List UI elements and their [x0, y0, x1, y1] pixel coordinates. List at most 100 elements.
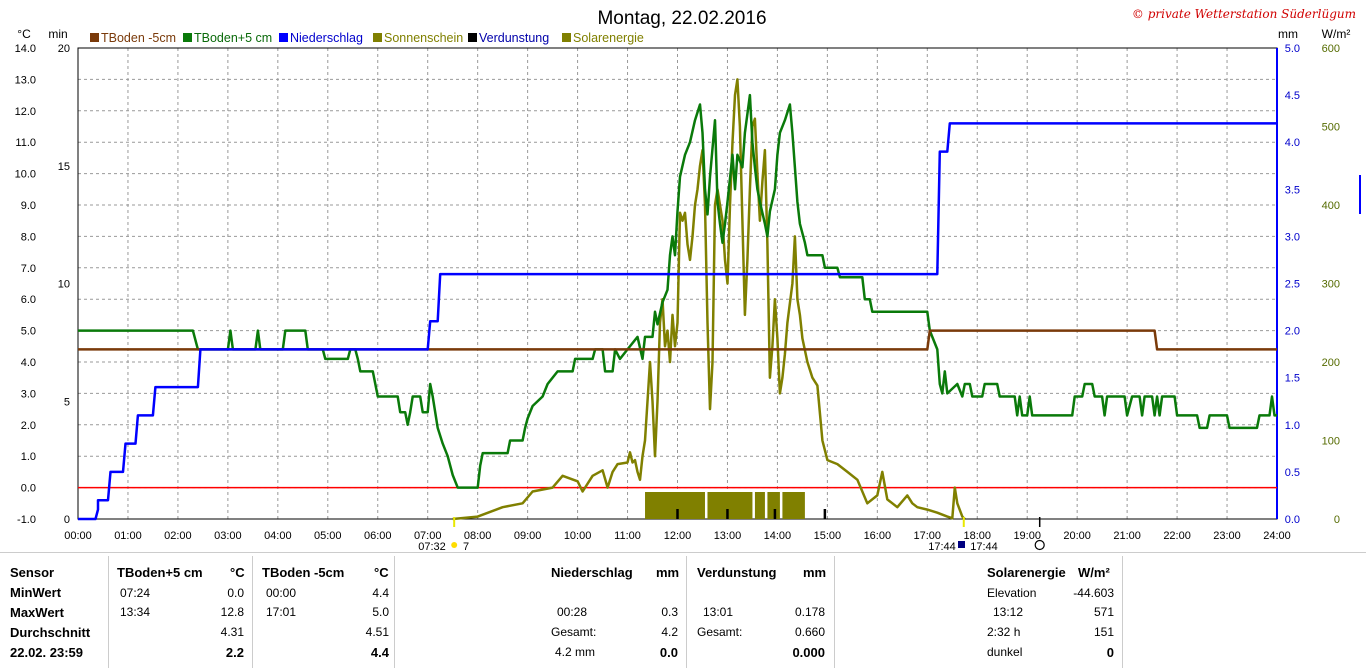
x-tick-label: 08:00: [464, 530, 492, 542]
date-time-label: 22.02. 23:59: [10, 645, 84, 660]
tbm5-current: 4.4: [370, 645, 389, 660]
sunset-moon-icon: [958, 541, 965, 548]
tboden-minus5-line: [78, 329, 1277, 351]
y-temp-tick-label: 2.0: [21, 420, 36, 432]
x-tick-label: 18:00: [963, 530, 991, 542]
y-mm-tick-label: 4.0: [1285, 137, 1300, 149]
copyright-text: © private Wetterstation Süderlügum: [1132, 7, 1356, 21]
sunshine-bar: [754, 492, 765, 519]
sunrise-sun-icon: [451, 542, 458, 548]
y-mm-tick-label: 1.5: [1285, 373, 1300, 385]
tb5-current: 2.2: [225, 645, 244, 660]
x-tick-label: 13:00: [714, 530, 742, 542]
x-tick-label: 06:00: [364, 530, 392, 542]
x-tick-label: 04:00: [264, 530, 292, 542]
maxwert-label: MaxWert: [10, 605, 64, 620]
tb5-max-time: 13:34: [120, 605, 151, 619]
y-temp-tick-label: 12.0: [15, 106, 36, 118]
solar-unit: W/m²: [1078, 565, 1110, 580]
tb5-unit: °C: [230, 565, 245, 580]
left-unit-degc: °C: [17, 27, 31, 41]
nied-current-val: 0.0: [659, 645, 678, 660]
chart-title: Montag, 22.02.2016: [597, 8, 766, 29]
verd-current-val: 0.000: [792, 645, 825, 660]
series-group: [78, 78, 1277, 521]
tbm5-max-time: 17:01: [266, 605, 297, 619]
x-tick-label: 20:00: [1063, 530, 1091, 542]
nied-max-time: 00:28: [557, 605, 588, 619]
verd-gesamt-val: 0.660: [794, 625, 825, 639]
verd-max-val: 0.178: [794, 605, 825, 619]
x-tick-label: 14:00: [764, 530, 792, 542]
verd-gesamt-label: Gesamt:: [697, 625, 743, 639]
legend: TBoden -5cm TBoden+5 cm Niederschlag Sonnen…: [90, 31, 644, 45]
y-min-tick-label: 15: [58, 161, 70, 173]
y-temp-tick-label: 9.0: [21, 200, 36, 212]
y-mm-tick-label: 1.0: [1285, 420, 1300, 432]
sunset-label: 17:44: [928, 541, 956, 552]
x-tick-label: 10:00: [564, 530, 592, 542]
y-wm2-tick-label: 0: [1334, 514, 1340, 526]
y-temp-tick-label: 6.0: [21, 294, 36, 306]
y-wm2-tick-label: 500: [1322, 122, 1340, 134]
x-tick-label: 03:00: [214, 530, 242, 542]
x-tick-label: 01:00: [114, 530, 142, 542]
tb5-min-time: 07:24: [120, 586, 151, 600]
y-mm-tick-label: 4.5: [1285, 90, 1300, 102]
x-tick-label: 02:00: [164, 530, 192, 542]
x-tick-label: 05:00: [314, 530, 342, 542]
tbm5-min-val: 4.4: [372, 586, 389, 600]
nied-gesamt-label: Gesamt:: [551, 625, 597, 639]
x-tick-label: 16:00: [864, 530, 892, 542]
x-tick-label: 23:00: [1213, 530, 1241, 542]
x-tick-label: 00:00: [64, 530, 92, 542]
nied-unit: mm: [656, 565, 680, 580]
y-temp-tick-label: 5.0: [21, 326, 36, 338]
y-min-tick-label: 10: [58, 279, 70, 291]
x-tick-label: 22:00: [1163, 530, 1191, 542]
legend-swatch-0: [90, 33, 99, 42]
legend-label-0: TBoden -5cm: [101, 31, 176, 45]
sunrise-label: 07:32: [418, 541, 446, 552]
tbm5-min-time: 00:00: [266, 586, 297, 600]
y-wm2-tick-label: 100: [1322, 436, 1340, 448]
legend-swatch-4: [468, 33, 477, 42]
x-tick-label: 11:00: [614, 530, 641, 542]
legend-swatch-5: [562, 33, 571, 42]
y-mm-tick-label: 0.0: [1285, 514, 1300, 526]
moon-icon: [1034, 539, 1045, 551]
elevation-val: -44.603: [1073, 586, 1114, 600]
legend-swatch-3: [373, 33, 382, 42]
y-wm2-tick-label: 200: [1322, 357, 1340, 369]
verd-header: Verdunstung: [697, 565, 777, 580]
y-temp-tick-label: 13.0: [15, 74, 36, 86]
x-tick-label: 19:00: [1013, 530, 1041, 542]
verd-unit: mm: [803, 565, 827, 580]
tb5-header: TBoden+5 cm: [117, 565, 203, 580]
x-tick-label: 12:00: [664, 530, 692, 542]
solarenergie-line: [452, 78, 966, 521]
x-tick-label: 09:00: [514, 530, 542, 542]
sensor-header: Sensor: [10, 565, 55, 580]
sun-markers: 07:32 7 17:44 17:44: [418, 175, 1361, 552]
tbm5-header: TBoden -5cm: [262, 565, 345, 580]
solar-avg-val: 151: [1093, 625, 1114, 639]
y-mm-tick-label: 0.5: [1285, 467, 1300, 479]
nied-max-val: 0.3: [661, 605, 678, 619]
sunshine-bar: [782, 492, 805, 519]
x-tick-label: 21:00: [1113, 530, 1141, 542]
sunshine-bar: [707, 492, 753, 519]
y-temp-tick-label: 1.0: [21, 451, 36, 463]
sunrise-extra-label: 7: [463, 541, 469, 552]
dunkel-val: 0: [1106, 645, 1114, 660]
left-unit-min: min: [48, 27, 67, 41]
durchschnitt-label: Durchschnitt: [10, 625, 91, 640]
legend-swatch-2: [279, 33, 288, 42]
y-mm-tick-label: 5.0: [1285, 43, 1300, 55]
legend-label-4: Verdunstung: [479, 31, 549, 45]
sunset-label-2: 17:44: [970, 541, 998, 552]
sunshine-hours-label: 2:32 h: [987, 625, 1021, 639]
y-mm-tick-label: 3.5: [1285, 184, 1300, 196]
y-wm2-tick-label: 300: [1322, 279, 1340, 291]
y-wm2-tick-label: 400: [1322, 200, 1340, 212]
